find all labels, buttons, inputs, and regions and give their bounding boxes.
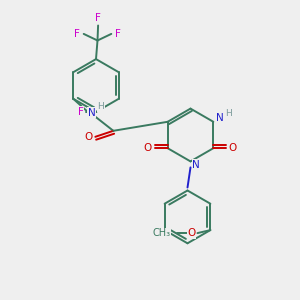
Text: H: H	[225, 109, 232, 118]
Text: H: H	[98, 102, 104, 111]
Text: N: N	[192, 160, 200, 170]
Text: O: O	[229, 143, 237, 153]
Text: F: F	[74, 29, 80, 39]
Text: F: F	[115, 29, 121, 39]
Text: O: O	[143, 143, 152, 153]
Text: N: N	[88, 108, 96, 118]
Text: F: F	[95, 13, 101, 23]
Text: N: N	[216, 113, 224, 123]
Text: O: O	[84, 132, 92, 142]
Text: F: F	[78, 107, 84, 117]
Text: O: O	[187, 228, 196, 238]
Text: CH₃: CH₃	[153, 228, 171, 238]
